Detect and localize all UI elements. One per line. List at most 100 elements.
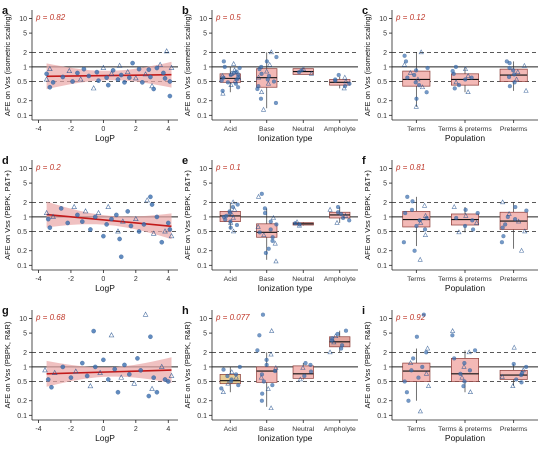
data-point: [219, 386, 224, 391]
data-point: [258, 89, 265, 95]
data-point: [65, 220, 70, 226]
y-tick-label: 0.2: [377, 398, 387, 405]
data-point: [130, 60, 135, 66]
panel-letter: h: [182, 305, 189, 317]
y-tick-label: 10: [379, 16, 387, 23]
y-tick-label: 0.5: [17, 79, 27, 86]
data-point: [417, 408, 423, 414]
y-tick-label: 1: [23, 364, 27, 371]
data-point: [133, 75, 139, 81]
data-point: [510, 383, 516, 388]
data-point: [90, 85, 97, 91]
y-tick-label: 0.5: [17, 229, 27, 236]
data-point: [135, 356, 140, 361]
x-tick-label: -2: [68, 126, 74, 133]
data-point: [268, 405, 274, 411]
data-point: [154, 389, 160, 395]
data-point: [257, 230, 262, 235]
data-point: [270, 235, 275, 240]
data-point: [462, 360, 467, 366]
data-point: [96, 78, 101, 83]
data-point: [513, 204, 518, 210]
data-point: [522, 228, 528, 234]
y-tick-label: 1: [23, 64, 27, 71]
y-tick-label: 0.2: [17, 398, 27, 405]
regression-line: [46, 213, 172, 228]
data-point: [459, 374, 465, 380]
data-point: [336, 72, 341, 78]
y-tick-label: 0.5: [17, 379, 27, 386]
data-point: [97, 369, 103, 375]
p-value: p = 0.82: [35, 13, 66, 22]
data-point: [339, 343, 345, 348]
data-point: [163, 48, 170, 54]
data-point: [267, 61, 273, 67]
data-point: [228, 225, 233, 230]
y-axis-label: AFE on Vss (PBPK, P&T+): [183, 170, 192, 260]
data-point: [263, 250, 268, 256]
data-point: [229, 369, 235, 374]
data-point: [72, 368, 79, 374]
data-point: [414, 223, 419, 229]
data-point: [115, 228, 121, 234]
data-point: [297, 222, 302, 227]
data-point: [43, 76, 50, 82]
data-point: [511, 361, 516, 367]
data-point: [406, 398, 411, 403]
data-point: [117, 236, 122, 242]
y-tick-label: 2: [203, 200, 207, 207]
y-tick-label: 5: [383, 31, 387, 38]
y-tick-label: 0.1: [377, 263, 387, 270]
data-point: [347, 81, 352, 86]
data-point: [229, 377, 234, 382]
category-label: Ampholyte: [324, 426, 356, 433]
panel-b: b 0.1 0.2 0.5 1 2 5 10 AFE on Vss (isometric sca…: [182, 5, 358, 143]
data-point: [500, 225, 505, 230]
data-point: [523, 87, 529, 93]
x-tick-label: -4: [35, 276, 41, 283]
data-point: [104, 75, 109, 80]
p-value: p = 0.12: [395, 13, 426, 22]
y-tick-label: 1: [203, 364, 207, 371]
data-point: [405, 194, 410, 199]
data-point: [68, 375, 74, 380]
data-point: [257, 333, 262, 338]
x-tick-label: 4: [166, 126, 170, 133]
y-tick-label: 2: [383, 50, 387, 57]
y-tick-label: 2: [203, 50, 207, 57]
data-point: [264, 68, 270, 74]
data-point: [511, 68, 516, 73]
p-value: p = 0.077: [215, 313, 250, 322]
data-point: [410, 199, 415, 204]
data-point: [273, 258, 279, 264]
data-point: [333, 77, 338, 82]
data-point: [425, 65, 430, 71]
data-point: [105, 203, 112, 209]
data-point: [144, 197, 150, 203]
data-point: [274, 222, 279, 227]
data-point: [58, 206, 64, 211]
data-point: [403, 210, 408, 216]
data-point: [330, 336, 335, 341]
data-point: [335, 331, 340, 337]
data-point: [327, 349, 333, 355]
data-point: [75, 212, 80, 218]
data-point: [118, 72, 124, 78]
data-point: [412, 72, 417, 78]
y-tick-label: 5: [23, 181, 27, 188]
data-point: [255, 74, 262, 80]
data-point: [417, 218, 422, 223]
y-tick-label: 0.2: [377, 248, 387, 255]
data-point: [343, 328, 349, 333]
data-point: [114, 212, 119, 218]
data-point: [71, 203, 77, 209]
data-point: [417, 256, 423, 262]
category-label: Terms & preterms: [438, 276, 492, 283]
y-tick-label: 1: [383, 364, 387, 371]
data-point: [465, 89, 471, 95]
x-tick-label: 2: [134, 276, 138, 283]
data-point: [511, 344, 517, 350]
data-point: [220, 88, 225, 93]
data-point: [420, 364, 425, 370]
data-point: [407, 69, 413, 75]
